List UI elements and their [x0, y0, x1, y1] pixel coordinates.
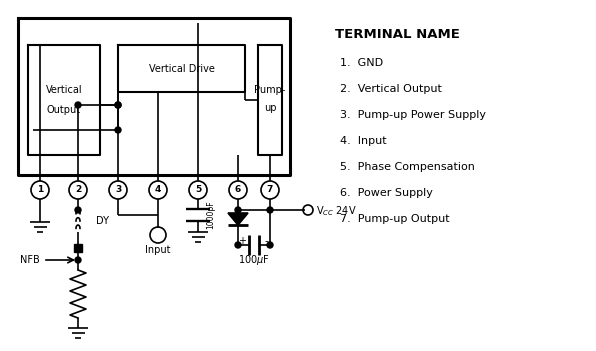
Text: 7: 7: [267, 185, 273, 194]
Text: -: -: [264, 236, 268, 246]
Circle shape: [75, 245, 81, 251]
Text: 6.  Power Supply: 6. Power Supply: [340, 188, 433, 198]
Text: 5: 5: [195, 185, 201, 194]
Text: 7.  Pump-up Output: 7. Pump-up Output: [340, 214, 449, 224]
Circle shape: [75, 257, 81, 263]
Text: 3: 3: [115, 185, 121, 194]
Text: Input: Input: [145, 245, 170, 255]
Text: up: up: [264, 103, 277, 113]
Text: 3.  Pump-up Power Supply: 3. Pump-up Power Supply: [340, 110, 486, 120]
Polygon shape: [228, 213, 248, 225]
Circle shape: [267, 242, 273, 248]
Text: 5.  Phase Compensation: 5. Phase Compensation: [340, 162, 475, 172]
Text: NFB: NFB: [20, 255, 40, 265]
Text: Vertical Drive: Vertical Drive: [148, 64, 215, 73]
Text: TERMINAL NAME: TERMINAL NAME: [335, 28, 460, 41]
Text: Vertical: Vertical: [46, 85, 82, 95]
Text: V$_{CC}$ 24V: V$_{CC}$ 24V: [316, 204, 356, 218]
Text: 6: 6: [235, 185, 241, 194]
Text: Output: Output: [47, 105, 81, 115]
Circle shape: [235, 242, 241, 248]
Text: DY: DY: [96, 216, 109, 226]
Bar: [74, 244, 82, 252]
Circle shape: [115, 102, 121, 108]
Circle shape: [75, 102, 81, 108]
Text: 1.  GND: 1. GND: [340, 58, 383, 68]
Text: +: +: [238, 236, 246, 246]
Text: 4: 4: [155, 185, 161, 194]
Circle shape: [75, 207, 81, 213]
Text: 1000pF: 1000pF: [206, 201, 215, 229]
Text: 2.  Vertical Output: 2. Vertical Output: [340, 84, 442, 94]
Text: 1: 1: [37, 185, 43, 194]
Circle shape: [235, 207, 241, 213]
Circle shape: [267, 207, 273, 213]
Text: 2: 2: [75, 185, 81, 194]
Text: Pump-: Pump-: [254, 85, 285, 95]
Text: 4.  Input: 4. Input: [340, 136, 387, 146]
Circle shape: [115, 127, 121, 133]
Circle shape: [115, 102, 121, 108]
Text: 100$\mu$F: 100$\mu$F: [238, 253, 270, 267]
